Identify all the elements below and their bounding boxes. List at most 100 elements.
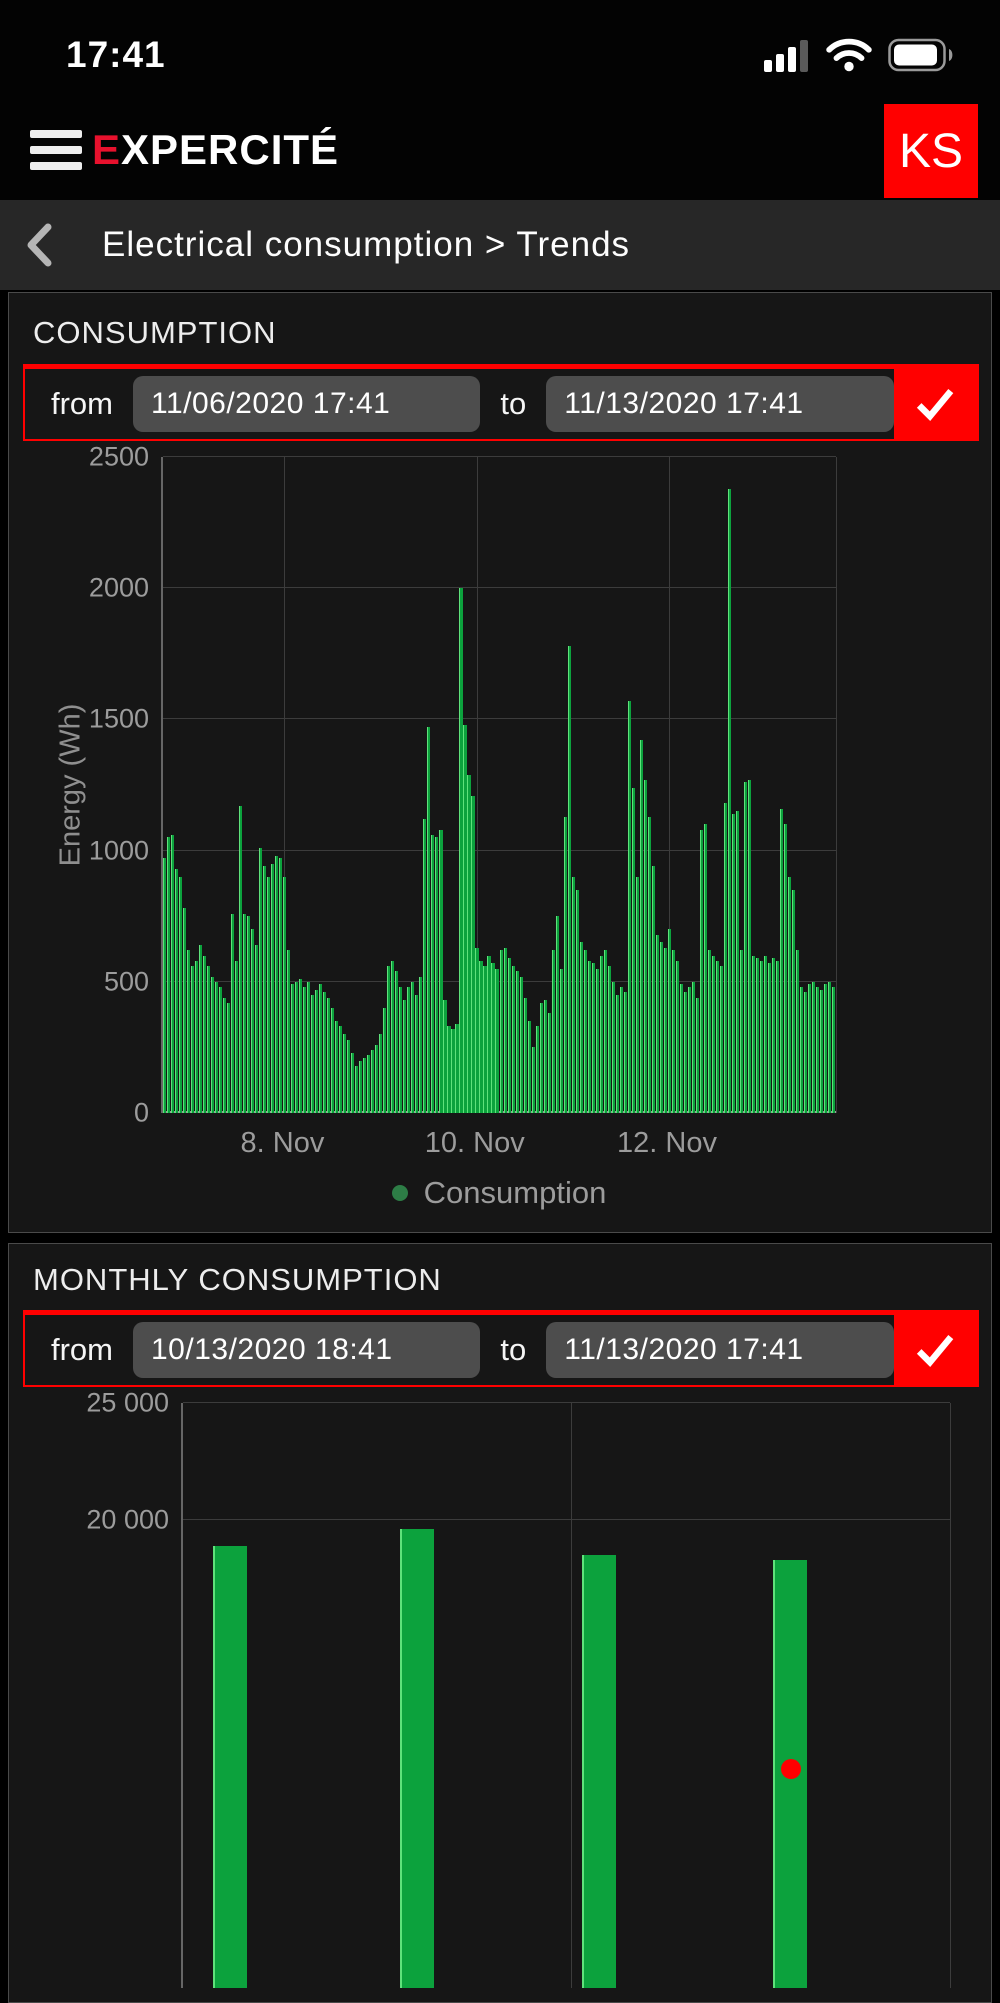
consumption-bar [215,981,219,1113]
consumption-bar [243,913,247,1113]
consumption-bar [779,808,783,1113]
consumption-bar [471,795,475,1113]
monthly-from-date-input[interactable]: 10/13/2020 18:41 [133,1322,481,1378]
breadcrumb-bar: Electrical consumption > Trends [0,200,1000,290]
consumption-bar [483,966,487,1113]
consumption-bar [755,958,759,1113]
consumption-bar [827,981,832,1113]
consumption-apply-button[interactable] [893,369,978,439]
monthly-consumption-bar [399,1529,434,1988]
consumption-bar [179,876,183,1113]
from-label: from [51,1332,113,1367]
legend-dot-icon [391,1185,408,1201]
consumption-bar [623,992,627,1113]
consumption-bar [463,724,467,1113]
consumption-bar [327,997,331,1113]
gridline [163,718,836,720]
menu-button[interactable] [30,122,82,178]
consumption-bar [575,889,579,1113]
consumption-bar [651,866,655,1113]
consumption-bar [447,1026,451,1113]
consumption-bar [659,942,663,1113]
consumption-bar [171,834,175,1113]
monthly-chart-ylabels: 20 000 25 000 [9,1389,169,1988]
from-label: from [51,386,113,421]
consumption-bar [303,987,307,1113]
consumption-bar [375,1044,379,1113]
consumption-bar [611,981,615,1113]
consumption-bar [711,955,715,1113]
battery-icon [888,38,953,72]
hourly-chart-ylabels: 0 500 1000 1500 2000 2500 [9,443,149,1126]
consumption-bar [643,779,647,1113]
consumption-bar [263,866,267,1113]
x-tick-label: 8. Nov [240,1127,325,1159]
consumption-bar [523,997,527,1113]
consumption-bar [355,1065,359,1113]
consumption-bar [439,829,443,1113]
consumption-bar [307,981,311,1113]
monthly-apply-button[interactable] [893,1315,978,1385]
status-bar: 17:41 [0,0,1000,100]
consumption-bar [707,950,711,1113]
consumption-bar [655,934,659,1113]
consumption-bar [331,1008,335,1113]
y-tick-label: 25 000 [86,1387,169,1418]
consumption-bar [531,1047,535,1113]
consumption-bar [435,837,439,1113]
consumption-bar [687,987,691,1113]
consumption-bar [539,1002,543,1113]
consumption-bar [519,976,523,1113]
consumption-bar [287,950,291,1113]
consumption-bar [515,971,519,1113]
wifi-icon [826,38,872,72]
consumption-bar [599,955,603,1113]
consumption-bar [791,889,796,1113]
consumption-bar [819,989,824,1113]
consumption-bar [671,950,675,1113]
consumption-bar [811,981,816,1113]
gridline [669,457,671,1113]
consumption-bar [411,981,415,1113]
consumption-bar [487,955,491,1113]
consumption-bar [315,989,319,1113]
avatar-initials: KS [898,124,964,178]
consumption-bar [395,971,399,1113]
consumption-bar [363,1057,367,1113]
consumption-bar [187,950,191,1113]
consumption-bar [543,1000,547,1113]
consumption-bar [595,968,599,1113]
consumption-bar [291,984,295,1113]
consumption-bar [547,1013,551,1113]
consumption-bar [495,968,499,1113]
legend-consumption[interactable]: Consumption [161,1175,837,1211]
red-marker-dot [781,1759,801,1779]
consumption-bar [451,1029,455,1113]
consumption-bar [535,1026,539,1113]
consumption-bar [783,824,788,1113]
consumption-bar [579,942,583,1113]
consumption-bar [591,963,595,1113]
consumption-bar [419,976,423,1113]
consumption-bar [367,1055,371,1113]
consumption-card-title: CONSUMPTION [33,315,277,350]
consumption-bar [199,945,203,1113]
consumption-bar [383,1008,387,1113]
consumption-bar [319,984,323,1113]
consumption-bar [443,1000,447,1113]
consumption-from-date-input[interactable]: 11/06/2020 17:41 [133,376,481,432]
consumption-bar [691,981,695,1113]
consumption-bar [351,1052,355,1113]
y-tick-label: 1500 [88,703,149,734]
consumption-bar [223,997,227,1113]
consumption-bar [343,1034,347,1113]
consumption-bar [551,950,555,1113]
consumption-bar [391,960,395,1113]
consumption-bar [527,1021,531,1113]
consumption-bar [663,947,667,1113]
monthly-to-date-input[interactable]: 11/13/2020 17:41 [546,1322,894,1378]
hourly-chart-xlabels: 8. Nov 10. Nov 12. Nov [161,1127,837,1167]
avatar[interactable]: KS [884,104,978,198]
consumption-to-date-input[interactable]: 11/13/2020 17:41 [546,376,894,432]
back-button[interactable] [24,222,64,268]
